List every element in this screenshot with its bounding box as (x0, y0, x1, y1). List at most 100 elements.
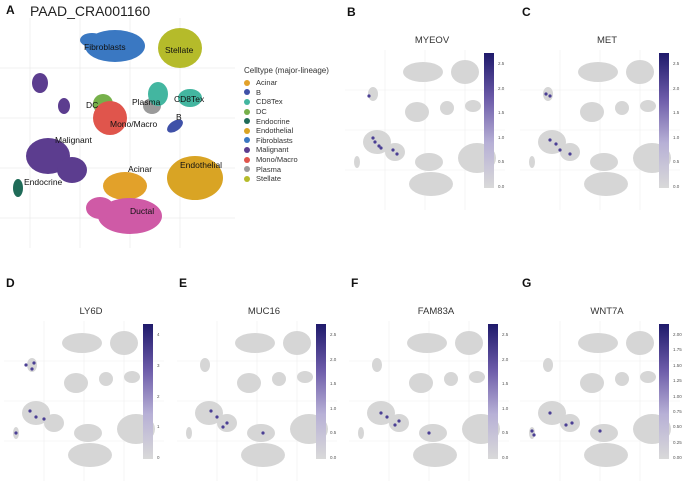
colorbar-tick: 0.5 (673, 159, 680, 165)
legend-label: CD8Tex (256, 97, 283, 107)
colorbar-tick: 1.0 (498, 134, 505, 140)
legend-item: Mono/Macro (244, 155, 329, 165)
feature-umap (349, 321, 509, 481)
legend-swatch (244, 137, 250, 144)
cluster-mono (93, 101, 127, 135)
expression-point (548, 411, 552, 415)
expression-point (530, 429, 534, 433)
colorbar-tick: 1.5 (673, 110, 680, 116)
expression-point (548, 138, 552, 142)
colorbar-tick: 1.50 (673, 362, 682, 368)
colorbar-tick: 2.0 (498, 85, 505, 91)
panel-letter-d: D (6, 276, 15, 290)
expression-point (554, 142, 558, 146)
legend-label: Stellate (256, 174, 282, 184)
colorbar-tick: 0.5 (502, 430, 509, 436)
colorbar-tick: 1.5 (498, 110, 505, 116)
legend-label: Plasma (256, 164, 282, 174)
legend-swatch (244, 89, 250, 96)
expression-point (261, 431, 265, 435)
legend-item: Acinar (244, 78, 329, 88)
legend-swatch (244, 108, 250, 115)
colorbar-tick: 2.0 (330, 356, 337, 362)
colorbar-tick: 0.0 (673, 184, 680, 189)
colorbar: 2.5 2.0 1.5 1.0 0.5 0.0 (484, 53, 504, 189)
label-dc: DC (86, 100, 98, 110)
expression-point (28, 409, 32, 413)
cluster-malignant-side (58, 98, 70, 114)
legend-item: Malignant (244, 145, 329, 155)
legend-label: B (256, 87, 262, 97)
label-acinar: Acinar (128, 164, 152, 174)
expression-point (598, 429, 602, 433)
cluster-b (167, 119, 183, 133)
colorbar: 2.5 2.0 1.5 1.0 0.5 0.0 (488, 324, 508, 460)
panel-a-title: PAAD_CRA001160 (30, 3, 151, 19)
label-cd8tex: CD8Tex (174, 94, 205, 104)
colorbar-tick: 0.5 (330, 430, 337, 436)
cluster-malignant-lower (57, 157, 87, 183)
expression-point (558, 148, 562, 152)
legend-label: Fibroblasts (256, 135, 293, 145)
cluster-stellate (158, 28, 202, 68)
colorbar: 2.5 2.0 1.5 1.0 0.5 0.0 (316, 324, 336, 460)
colorbar-tick: 4 (157, 332, 160, 337)
cluster-endothelial (167, 156, 223, 200)
colorbar-tick: 1.0 (502, 405, 509, 411)
colorbar-tick: 2.00 (673, 332, 682, 337)
label-fibroblasts: Fibroblasts (84, 42, 126, 52)
expression-point (32, 361, 36, 365)
feature-umap (4, 321, 164, 481)
expression-point (221, 425, 225, 429)
cluster-acinar (103, 172, 147, 200)
label-malignant: Malignant (55, 135, 92, 145)
colorbar-tick: 1.5 (502, 381, 509, 387)
expression-point (391, 148, 395, 152)
legend-title: Celltype (major-lineage) (244, 66, 329, 75)
feature-title: MUC16 (247, 306, 281, 317)
cluster-ductal-left (86, 197, 114, 219)
legend-label: Mono/Macro (256, 155, 298, 165)
colorbar-tick: 0.5 (498, 159, 505, 165)
legend-swatch (244, 146, 250, 153)
panel-letter-b: B (347, 5, 356, 19)
legend-item: Fibroblasts (244, 136, 329, 146)
expression-point (395, 152, 399, 156)
expression-point (427, 431, 431, 435)
celltype-umap: Fibroblasts Stellate DC Plasma CD8Tex Mo… (0, 18, 235, 248)
feature-umap (520, 321, 680, 481)
legend-item: B (244, 88, 329, 98)
colorbar-tick: 1.75 (673, 347, 682, 353)
cluster-cd8tex-right (178, 89, 202, 107)
expression-point (42, 417, 46, 421)
legend-swatch (244, 175, 250, 182)
label-stellate: Stellate (165, 45, 194, 55)
colorbar-tick: 1.0 (330, 405, 337, 411)
expression-point (24, 363, 28, 367)
legend-item: Plasma (244, 164, 329, 174)
cluster-ductal (98, 198, 162, 234)
colorbar-tick: 0.0 (330, 455, 337, 460)
legend-label: Endothelial (256, 126, 294, 136)
legend-label: Endocrine (256, 116, 290, 126)
expression-point (367, 94, 371, 98)
label-mono: Mono/Macro (110, 119, 158, 129)
feature-title: MYEOV (414, 35, 450, 46)
panel-letter-a: A (6, 3, 15, 17)
expression-point (385, 415, 389, 419)
colorbar-tick: 0.50 (673, 424, 682, 430)
expression-point (564, 423, 568, 427)
colorbar-tick: 2.5 (498, 61, 505, 66)
expression-point (373, 140, 377, 144)
feature-title: MET (596, 35, 618, 46)
feature-umap (520, 50, 680, 210)
colorbar-tick: 1 (157, 424, 160, 430)
legend-item: Stellate (244, 174, 329, 184)
colorbar: 4 3 2 1 0 (143, 324, 160, 460)
expression-point (209, 409, 213, 413)
legend-label: Acinar (256, 78, 278, 88)
colorbar-tick: 2.0 (502, 356, 509, 362)
label-endocrine: Endocrine (24, 177, 63, 187)
colorbar-tick: 1.25 (673, 378, 682, 384)
cluster-malignant-small (32, 73, 48, 93)
